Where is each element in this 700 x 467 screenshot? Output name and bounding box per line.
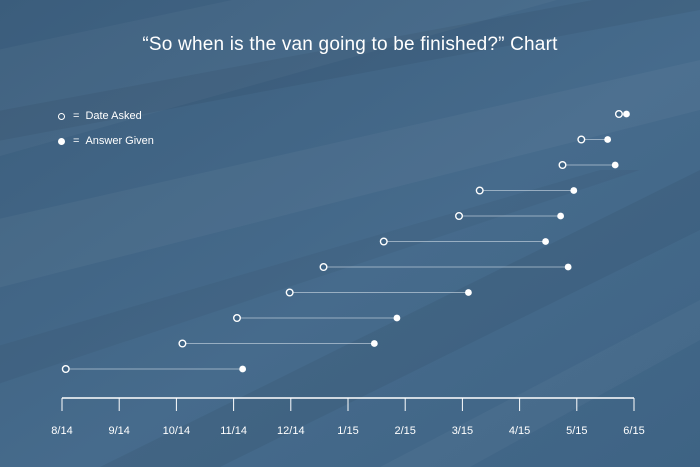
answer-given-point: [370, 340, 378, 347]
date-asked-point: [285, 288, 294, 297]
legend-label-answer-given: Answer Given: [85, 135, 154, 147]
date-asked-point: [455, 211, 464, 220]
answer-given-point: [542, 238, 549, 245]
answer-given-point: [611, 161, 619, 169]
chart-title: “So when is the van going to be finished…: [142, 34, 558, 55]
legend-equals: =: [73, 110, 80, 122]
date-asked-point: [379, 237, 388, 246]
answer-given-point: [604, 136, 612, 143]
x-tick-label: 1/15: [337, 425, 358, 437]
answer-given-point: [239, 365, 247, 373]
x-tick-label: 5/15: [566, 425, 587, 437]
x-tick-label: 11/14: [220, 425, 247, 437]
x-tick-label: 2/15: [394, 425, 415, 437]
answer-given-point: [393, 314, 401, 322]
date-asked-point: [475, 186, 484, 195]
date-asked-point: [232, 314, 241, 323]
answer-given-point: [557, 212, 565, 220]
answer-given-point: [465, 289, 472, 296]
x-tick-label: 10/14: [163, 425, 191, 437]
x-tick-label: 6/15: [623, 425, 644, 437]
legend-label-date-asked: Date Asked: [85, 110, 142, 122]
date-asked-point: [178, 339, 187, 348]
legend-item-answer-given: = Answer Given: [58, 133, 154, 149]
date-asked-point: [319, 263, 328, 272]
date-asked-point: [577, 135, 586, 144]
x-tick-label: 4/15: [509, 425, 530, 437]
filled-circle-icon: [58, 137, 65, 145]
answer-given-point: [623, 110, 630, 118]
x-tick-label: 3/15: [452, 425, 473, 437]
legend-item-date-asked: = Date Asked: [58, 108, 142, 124]
date-asked-point: [61, 365, 70, 374]
date-asked-point: [614, 109, 623, 118]
legend-equals: =: [73, 135, 80, 147]
date-asked-point: [558, 160, 567, 169]
open-circle-icon: [58, 112, 65, 120]
answer-given-point: [564, 263, 572, 271]
x-tick-label: 8/14: [51, 425, 72, 437]
answer-given-point: [570, 187, 578, 194]
x-tick-label: 9/14: [108, 425, 129, 437]
x-tick-label: 12/14: [277, 425, 305, 437]
